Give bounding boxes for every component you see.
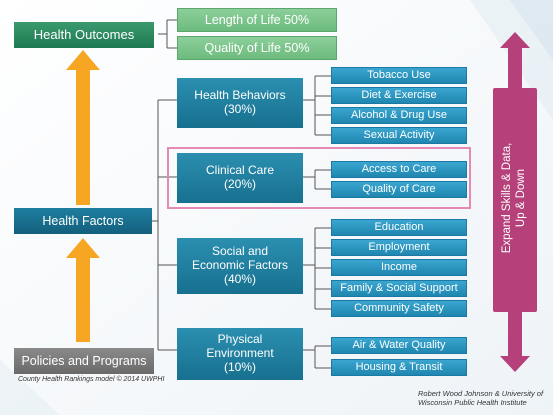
health-factors-label: Health Factors — [42, 213, 124, 228]
model-caption: County Health Rankings model © 2014 UWPH… — [18, 376, 165, 383]
physical-environment-label-1: Physical — [217, 332, 263, 347]
item-label: Access to Care — [361, 163, 437, 176]
social-economic-label-1: Social and — [211, 244, 269, 259]
item-label: Tobacco Use — [367, 69, 431, 82]
item-tobacco-use: Tobacco Use — [331, 67, 467, 84]
quality-of-life-box: Quality of Life 50% — [177, 36, 337, 60]
quality-of-life-label: Quality of Life 50% — [204, 40, 310, 55]
arrow-up-to-outcomes — [66, 50, 100, 205]
item-label: Employment — [368, 241, 430, 254]
item-education: Education — [331, 219, 467, 236]
policies-programs-box: Policies and Programs — [14, 348, 154, 374]
item-label: Air & Water Quality — [352, 339, 446, 352]
clinical-care-weight: (20%) — [223, 177, 256, 191]
social-economic-box: Social and Economic Factors (40%) — [177, 238, 303, 294]
item-label: Family & Social Support — [340, 282, 458, 295]
item-quality-of-care: Quality of Care — [331, 181, 467, 198]
health-behaviors-label: Health Behaviors — [194, 88, 286, 103]
arrow-up-to-factors — [66, 238, 100, 342]
item-label: Housing & Transit — [355, 361, 443, 374]
item-label: Sexual Activity — [363, 129, 435, 142]
item-income: Income — [331, 259, 467, 276]
physical-environment-weight: (10%) — [223, 359, 256, 374]
health-factors-box: Health Factors — [14, 208, 152, 234]
item-label: Education — [374, 221, 424, 234]
length-of-life-box: Length of Life 50% — [177, 8, 337, 32]
item-family-social-support: Family & Social Support — [331, 280, 467, 297]
social-economic-label-2: Economic Factors — [191, 258, 289, 273]
item-label: Income — [380, 261, 418, 274]
item-access-to-care: Access to Care — [331, 161, 467, 178]
credit-line-2: Wisconsin Public Health Institute — [418, 398, 527, 407]
clinical-care-label: Clinical Care — [205, 163, 275, 178]
health-behaviors-box: Health Behaviors (30%) — [177, 78, 303, 128]
item-sexual-activity: Sexual Activity — [331, 127, 467, 144]
arrow-head-down — [500, 310, 530, 372]
clinical-care-box: Clinical Care (20%) — [177, 153, 303, 203]
physical-environment-box: Physical Environment (10%) — [177, 328, 303, 380]
policies-programs-label: Policies and Programs — [21, 353, 147, 368]
health-behaviors-weight: (30%) — [223, 102, 256, 116]
item-label: Alcohol & Drug Use — [351, 109, 447, 122]
magenta-double-arrow — [493, 32, 537, 372]
physical-environment-label-2: Environment — [206, 346, 274, 361]
item-community-safety: Community Safety — [331, 300, 467, 317]
item-label: Diet & Exercise — [361, 89, 437, 102]
expand-skills-line-1: Expand Skills & Data, — [501, 142, 514, 254]
health-outcomes-box: Health Outcomes — [14, 22, 154, 48]
orange-up-arrows — [66, 50, 100, 342]
item-air-water-quality: Air & Water Quality — [331, 337, 467, 354]
arrow-head-up — [500, 32, 530, 90]
health-outcomes-label: Health Outcomes — [33, 26, 135, 42]
credit-caption: Robert Wood Johnson & University of Wisc… — [418, 389, 548, 407]
item-diet-exercise: Diet & Exercise — [331, 87, 467, 104]
arrow-body — [493, 88, 537, 312]
length-of-life-label: Length of Life 50% — [204, 12, 310, 27]
social-economic-weight: (40%) — [223, 271, 256, 286]
expand-skills-label: Expand Skills & Data, Up & Down — [501, 133, 529, 263]
item-employment: Employment — [331, 239, 467, 256]
clinical-care-highlight — [167, 147, 471, 209]
item-alcohol-drug-use: Alcohol & Drug Use — [331, 107, 467, 124]
credit-line-1: Robert Wood Johnson & University of — [418, 389, 544, 398]
item-label: Community Safety — [354, 302, 444, 315]
item-label: Quality of Care — [362, 183, 436, 196]
expand-skills-line-2: Up & Down — [515, 168, 527, 228]
item-housing-transit: Housing & Transit — [331, 359, 467, 376]
